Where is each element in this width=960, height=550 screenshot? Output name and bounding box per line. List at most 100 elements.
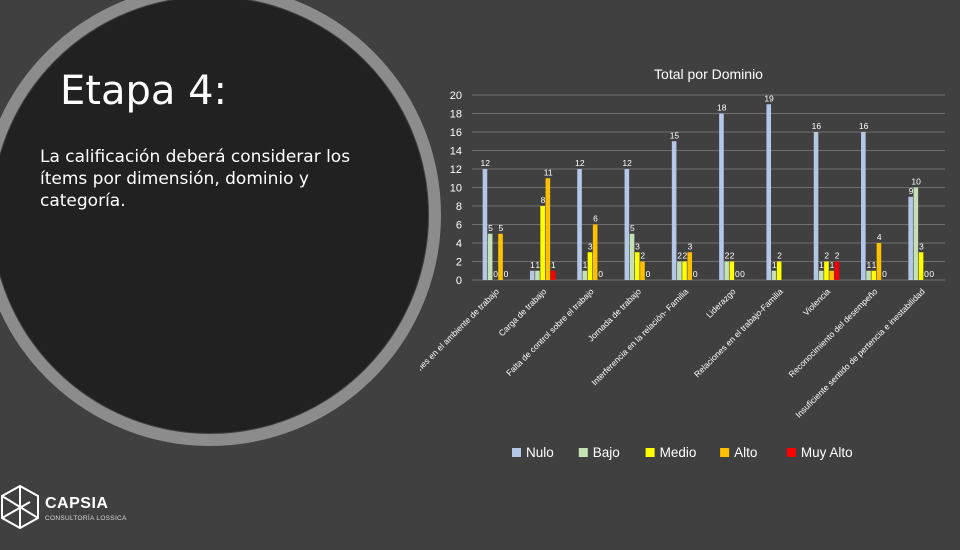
- data-label: 3: [635, 241, 640, 251]
- data-label: 3: [919, 241, 924, 251]
- bar: [834, 261, 840, 280]
- bar: [766, 104, 772, 280]
- data-label: 0: [646, 269, 651, 279]
- data-label: 1: [866, 260, 871, 270]
- data-label: 12: [481, 158, 491, 168]
- y-tick-label: 16: [450, 127, 462, 139]
- bar: [776, 261, 782, 280]
- data-label: 15: [670, 130, 680, 140]
- data-label: 9: [909, 186, 914, 196]
- y-tick-label: 0: [456, 275, 462, 287]
- bar: [687, 252, 693, 280]
- data-label: 2: [640, 251, 645, 261]
- decorative-ring: [0, 0, 441, 446]
- y-tick-label: 10: [450, 183, 462, 195]
- data-label: 2: [730, 251, 735, 261]
- bar: [908, 196, 913, 280]
- slide-title: Etapa 4:: [60, 68, 228, 114]
- bar: [829, 270, 834, 280]
- data-label: 2: [677, 251, 682, 261]
- slide-body-text: La calificación deberá considerar los ít…: [40, 147, 351, 211]
- bar: [813, 132, 819, 280]
- data-label: 3: [588, 241, 593, 251]
- data-label: 0: [740, 269, 745, 279]
- bar: [550, 270, 556, 280]
- bar-chart: Total por Dominio02468101214161820125050…: [420, 66, 945, 460]
- bar: [824, 261, 829, 280]
- x-tick-label: Reconocimiento del desempeño: [787, 286, 880, 379]
- bar: [918, 252, 924, 280]
- data-label: 1: [583, 260, 588, 270]
- bar: [587, 252, 593, 280]
- bar: [876, 243, 882, 280]
- legend-swatch: [645, 448, 655, 457]
- legend-swatch: [578, 448, 588, 457]
- data-label: 0: [504, 269, 509, 279]
- y-tick-label: 6: [456, 220, 462, 232]
- bar: [671, 141, 677, 280]
- y-tick-label: 14: [450, 146, 462, 158]
- bar: [582, 270, 588, 280]
- data-label: 10: [911, 177, 921, 187]
- capsia-logo-icon: [1, 484, 39, 530]
- bar: [729, 261, 735, 280]
- data-label: 2: [777, 251, 782, 261]
- data-label: 0: [929, 269, 934, 279]
- bar: [577, 169, 582, 280]
- y-tick-label: 8: [456, 201, 462, 213]
- data-label: 1: [872, 260, 877, 270]
- bar: [871, 270, 877, 280]
- decorative-circle: [0, 0, 428, 433]
- bar: [719, 113, 724, 280]
- data-label: 0: [493, 269, 498, 279]
- bar: [540, 206, 545, 280]
- bar: [592, 224, 598, 280]
- bar: [861, 132, 866, 280]
- bar: [640, 261, 645, 280]
- data-label: 0: [882, 269, 887, 279]
- bar: [771, 270, 777, 280]
- x-tick-label: Relaciones en el trabajo-Familia: [692, 286, 785, 379]
- y-tick-label: 20: [450, 90, 462, 102]
- data-label: 0: [924, 269, 929, 279]
- bar: [634, 252, 640, 280]
- x-tick-label: Liderazgo: [704, 286, 738, 320]
- data-label: 12: [575, 158, 585, 168]
- bar: [535, 270, 540, 280]
- bar: [682, 261, 687, 280]
- x-tick-label: Violencia: [801, 286, 833, 318]
- data-label: 11: [544, 167, 553, 177]
- y-tick-label: 2: [456, 257, 462, 269]
- data-label: 1: [530, 260, 535, 270]
- data-label: 5: [630, 223, 635, 233]
- data-label: 0: [598, 269, 603, 279]
- bar: [482, 169, 488, 280]
- data-label: 19: [764, 93, 774, 103]
- data-label: 16: [812, 121, 822, 131]
- legend-label: Nulo: [526, 445, 554, 460]
- legend-label: Medio: [660, 445, 697, 460]
- y-tick-label: 12: [450, 164, 462, 176]
- bar: [545, 178, 551, 280]
- legend-swatch: [786, 448, 796, 457]
- x-tick-label: Condiciones en el ambiente de trabajo: [420, 286, 501, 396]
- bar: [624, 169, 630, 280]
- data-label: 2: [682, 251, 687, 261]
- data-label: 1: [535, 260, 540, 270]
- legend-swatch: [720, 448, 730, 457]
- data-label: 18: [717, 103, 727, 113]
- bar: [487, 233, 493, 280]
- chart-title: Total por Dominio: [654, 66, 763, 82]
- bar: [677, 261, 682, 280]
- legend-label: Muy Alto: [801, 445, 853, 460]
- data-label: 1: [772, 260, 777, 270]
- data-label: 2: [824, 251, 829, 261]
- data-label: 8: [541, 195, 546, 205]
- data-label: 4: [877, 232, 882, 242]
- logo-subtitle: CONSULTORÍA LOSSICA: [45, 515, 127, 522]
- y-tick-label: 18: [450, 109, 462, 121]
- data-label: 2: [835, 251, 840, 261]
- x-tick-label: Falta de control sobre el trabajo: [504, 286, 596, 378]
- data-label: 0: [693, 269, 698, 279]
